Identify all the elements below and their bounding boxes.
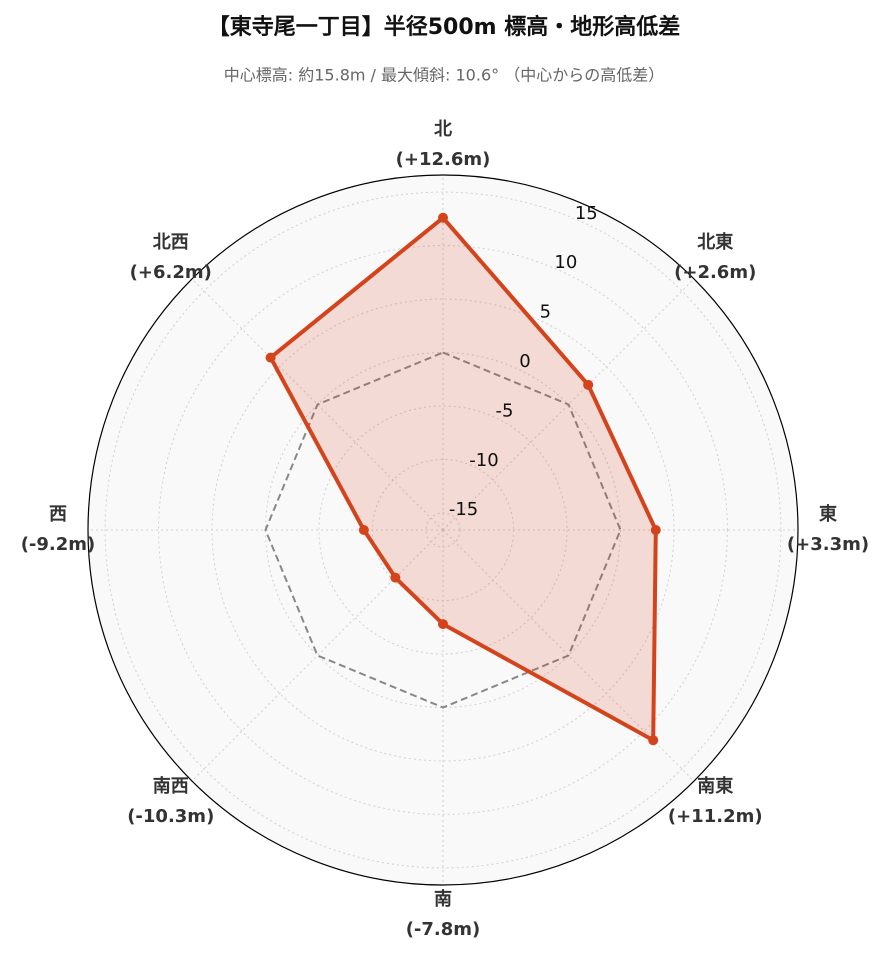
category-label: 南西 [153, 775, 189, 797]
data-point [583, 379, 594, 390]
category-label: 北 [434, 119, 452, 140]
grid-circle [425, 512, 461, 548]
data-point [265, 352, 276, 363]
category-label: 南 [434, 888, 452, 910]
value-label: (+2.6m) [674, 262, 756, 283]
value-label: (-7.8m) [406, 919, 481, 940]
value-label: (+3.3m) [787, 534, 869, 555]
data-point [358, 525, 369, 535]
data-point [438, 619, 448, 630]
plot-border [87, 174, 799, 886]
r-tick-label: 10 [554, 252, 577, 273]
value-label: (-9.2m) [21, 534, 96, 555]
value-label: (+6.2m) [130, 262, 212, 283]
category-label: 西 [49, 504, 67, 525]
data-point [648, 735, 659, 746]
category-label: 北東 [697, 231, 733, 253]
category-label: 北西 [153, 232, 189, 253]
data-point [438, 212, 448, 223]
grid-spoke [442, 278, 695, 531]
value-label: (-10.3m) [127, 806, 214, 827]
chart-title: 【東寺尾一丁目】半径500m 標高・地形高低差 [208, 14, 681, 40]
data-point [390, 572, 401, 583]
category-label: 東 [819, 503, 837, 525]
grid-spoke [191, 278, 444, 531]
grid-circle [318, 405, 568, 655]
r-tick-label: 0 [519, 351, 530, 372]
grid-circle [158, 245, 728, 815]
chart-subtitle: 中心標高: 約15.8m / 最大傾斜: 10.6° （中心からの高低差） [224, 66, 664, 85]
grid-circle [104, 191, 782, 869]
r-tick-label: -15 [449, 499, 478, 520]
r-tick-label: 15 [575, 203, 598, 224]
value-label: (+12.6m) [396, 149, 491, 170]
zero-line [264, 351, 622, 709]
grid-spoke [191, 529, 444, 782]
r-tick-label: 5 [540, 302, 551, 323]
r-tick-label: -5 [495, 400, 513, 421]
category-label: 南東 [697, 775, 733, 797]
value-label: (+11.2m) [668, 806, 763, 827]
r-tick-label: -10 [469, 450, 498, 471]
data-point [650, 525, 661, 535]
